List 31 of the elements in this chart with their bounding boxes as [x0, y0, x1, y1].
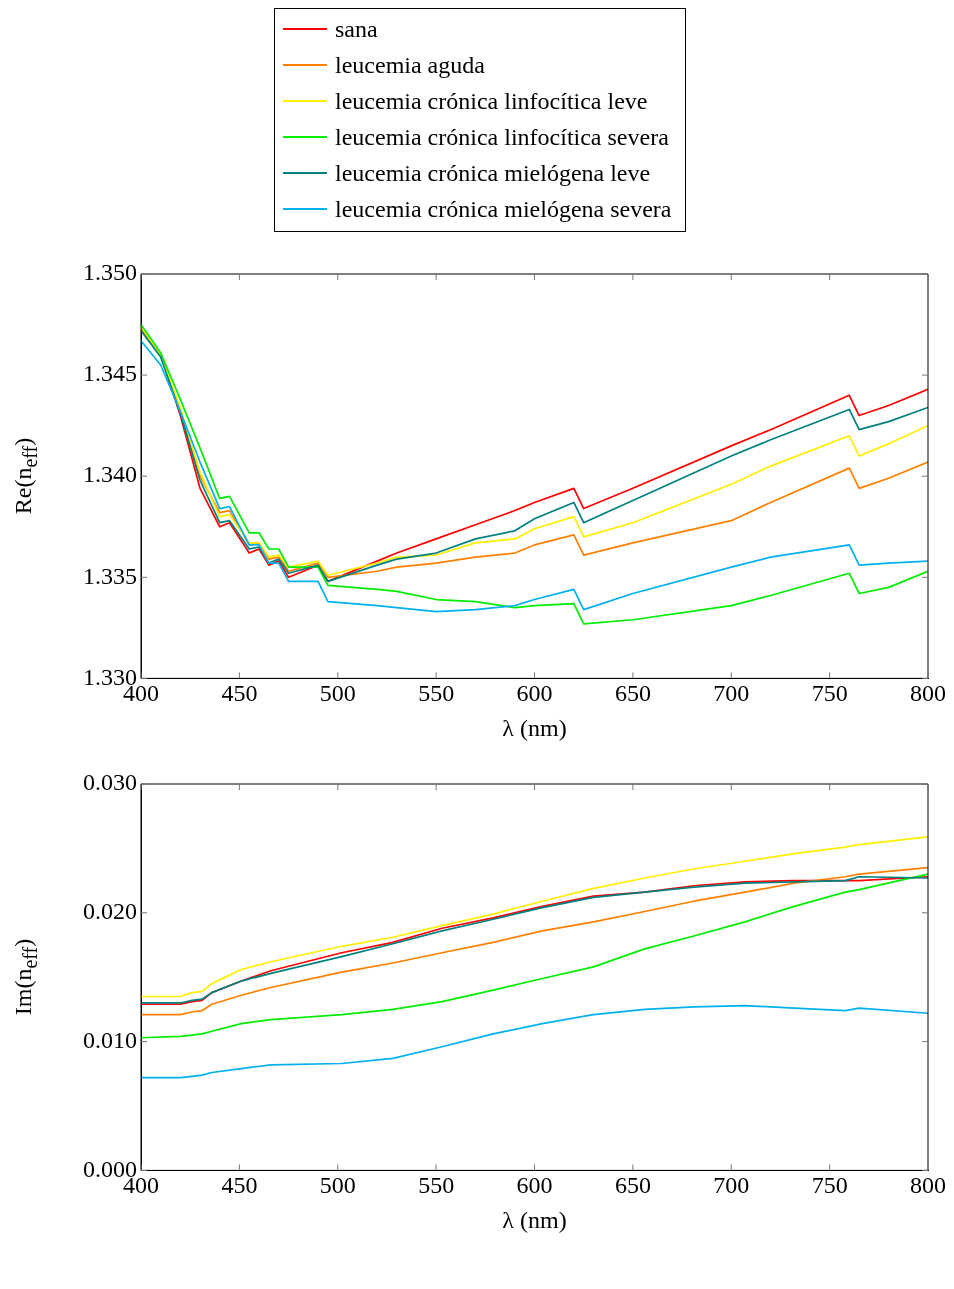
x-axis-title: λ (nm)	[502, 714, 567, 741]
x-tick-label: 700	[713, 1172, 750, 1199]
x-tick-label: 750	[811, 1172, 848, 1199]
legend-label: leucemia crónica linfocítica leve	[335, 87, 648, 116]
legend-label: leucemia crónica linfocítica severa	[335, 123, 669, 152]
x-tick-label: 600	[516, 1172, 553, 1199]
y-tick-label: 1.345	[83, 360, 137, 387]
y-tick-label: 0.020	[83, 898, 137, 925]
x-tick-label: 750	[811, 680, 848, 707]
legend-label: sana	[335, 15, 378, 44]
x-tick-label: 650	[614, 680, 651, 707]
legend-label: leucemia crónica mielógena severa	[335, 195, 672, 224]
x-tick-label: 800	[910, 680, 946, 707]
y-tick-label: 1.335	[83, 562, 137, 589]
y-tick-label: 0.010	[83, 1026, 137, 1053]
x-tick-label: 700	[713, 680, 750, 707]
y-tick-label: 1.350	[83, 259, 137, 286]
x-tick-label: 550	[418, 1172, 455, 1199]
y-tick-label: 0.030	[83, 769, 137, 796]
x-tick-label: 650	[614, 1172, 651, 1199]
x-axis-title: λ (nm)	[502, 1206, 567, 1233]
x-tick-label: 550	[418, 680, 455, 707]
y-tick-label: 1.340	[83, 461, 137, 488]
x-tick-label: 500	[319, 1172, 356, 1199]
x-tick-label: 600	[516, 680, 553, 707]
x-tick-label: 800	[910, 1172, 946, 1199]
legend-label: leucemia aguda	[335, 51, 485, 80]
x-tick-label: 450	[221, 1172, 258, 1199]
legend-label: leucemia crónica mielógena leve	[335, 159, 651, 188]
x-tick-label: 450	[221, 680, 258, 707]
x-tick-label: 500	[319, 680, 356, 707]
